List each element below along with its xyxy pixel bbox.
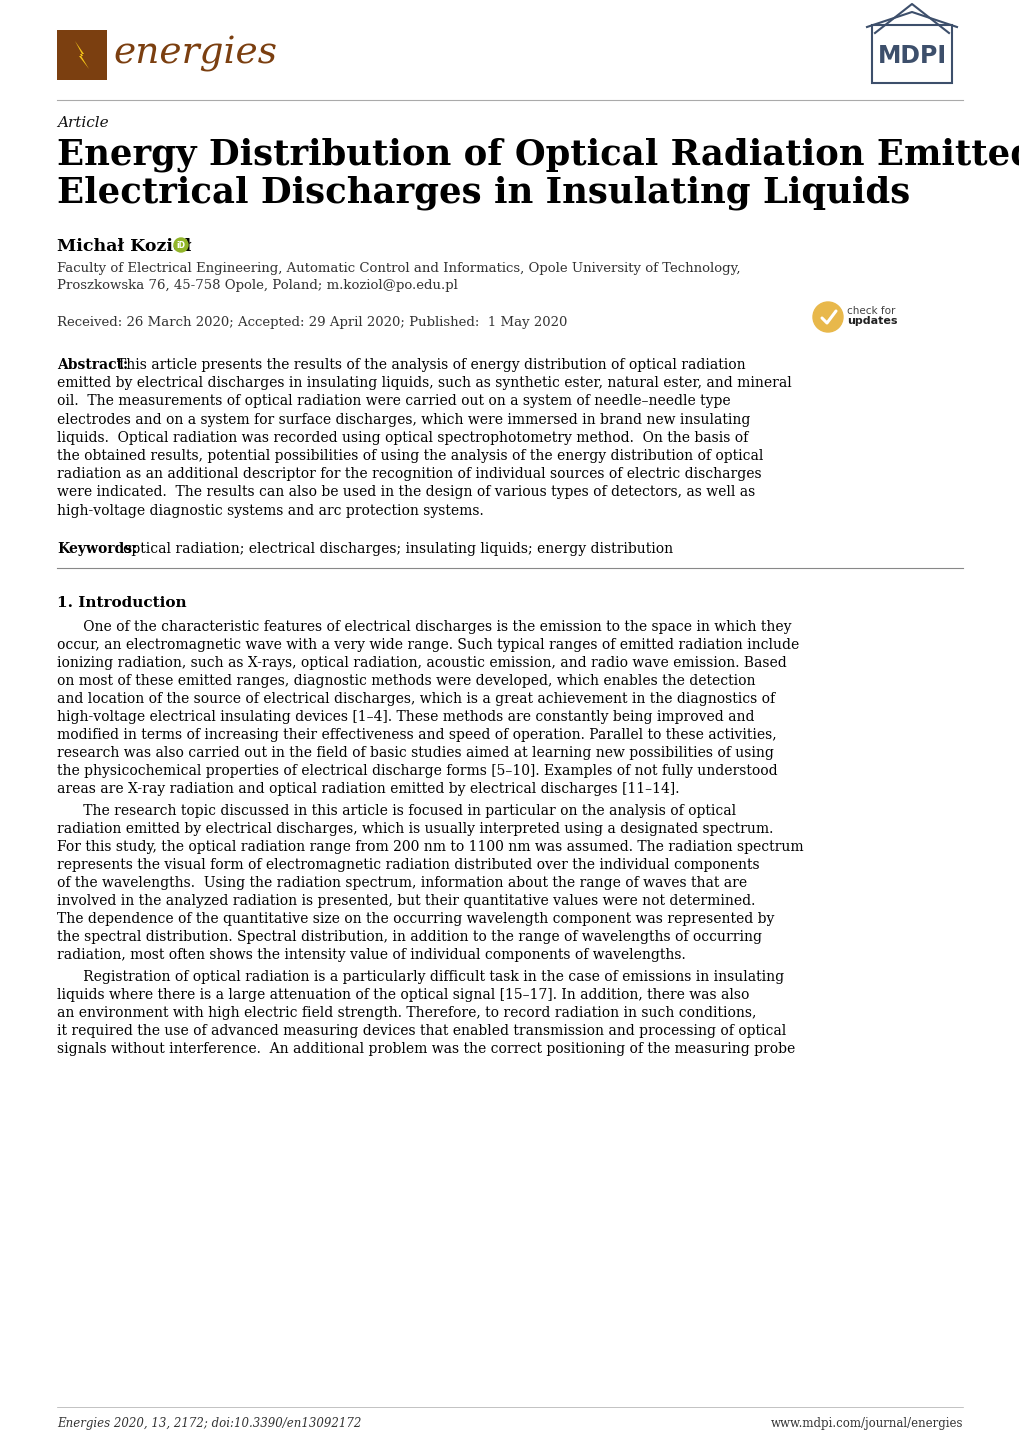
Text: iD: iD	[176, 241, 185, 249]
Text: One of the characteristic features of electrical discharges is the emission to t: One of the characteristic features of el…	[57, 620, 791, 634]
Text: and location of the source of electrical discharges, which is a great achievemen: and location of the source of electrical…	[57, 692, 774, 705]
Text: emitted by electrical discharges in insulating liquids, such as synthetic ester,: emitted by electrical discharges in insu…	[57, 376, 791, 391]
Text: signals without interference.  An additional problem was the correct positioning: signals without interference. An additio…	[57, 1041, 795, 1056]
Text: an environment with high electric field strength. Therefore, to record radiation: an environment with high electric field …	[57, 1007, 756, 1019]
Text: Electrical Discharges in Insulating Liquids: Electrical Discharges in Insulating Liqu…	[57, 176, 909, 211]
Text: Proszkowska 76, 45-758 Opole, Poland; m.koziol@po.edu.pl: Proszkowska 76, 45-758 Opole, Poland; m.…	[57, 278, 458, 291]
Text: ionizing radiation, such as X-rays, optical radiation, acoustic emission, and ra: ionizing radiation, such as X-rays, opti…	[57, 656, 786, 669]
Text: radiation, most often shows the intensity value of individual components of wave: radiation, most often shows the intensit…	[57, 947, 685, 962]
Text: radiation as an additional descriptor for the recognition of individual sources : radiation as an additional descriptor fo…	[57, 467, 761, 482]
Text: occur, an electromagnetic wave with a very wide range. Such typical ranges of em: occur, an electromagnetic wave with a ve…	[57, 637, 799, 652]
Text: check for: check for	[846, 306, 895, 316]
Text: areas are X-ray radiation and optical radiation emitted by electrical discharges: areas are X-ray radiation and optical ra…	[57, 782, 679, 796]
FancyBboxPatch shape	[57, 30, 107, 79]
Text: Energy Distribution of Optical Radiation Emitted by: Energy Distribution of Optical Radiation…	[57, 138, 1019, 173]
Circle shape	[812, 301, 842, 332]
Text: The research topic discussed in this article is focused in particular on the ana: The research topic discussed in this art…	[57, 803, 736, 818]
Text: Michał Kozioł: Michał Kozioł	[57, 238, 192, 255]
Text: radiation emitted by electrical discharges, which is usually interpreted using a: radiation emitted by electrical discharg…	[57, 822, 772, 836]
Text: on most of these emitted ranges, diagnostic methods were developed, which enable: on most of these emitted ranges, diagnos…	[57, 673, 755, 688]
Text: of the wavelengths.  Using the radiation spectrum, information about the range o: of the wavelengths. Using the radiation …	[57, 875, 746, 890]
Text: The dependence of the quantitative size on the occurring wavelength component wa: The dependence of the quantitative size …	[57, 911, 773, 926]
Text: This article presents the results of the analysis of energy distribution of opti: This article presents the results of the…	[117, 358, 745, 372]
Text: www.mdpi.com/journal/energies: www.mdpi.com/journal/energies	[769, 1417, 962, 1430]
Text: the obtained results, potential possibilities of using the analysis of the energ: the obtained results, potential possibil…	[57, 448, 762, 463]
Text: Keywords:: Keywords:	[57, 542, 138, 555]
Text: Faculty of Electrical Engineering, Automatic Control and Informatics, Opole Univ: Faculty of Electrical Engineering, Autom…	[57, 262, 740, 275]
Circle shape	[174, 238, 187, 252]
Text: the spectral distribution. Spectral distribution, in addition to the range of wa: the spectral distribution. Spectral dist…	[57, 930, 761, 945]
Text: 1. Introduction: 1. Introduction	[57, 596, 186, 610]
Text: oil.  The measurements of optical radiation were carried out on a system of need: oil. The measurements of optical radiati…	[57, 395, 730, 408]
Text: research was also carried out in the field of basic studies aimed at learning ne: research was also carried out in the fie…	[57, 746, 773, 760]
Polygon shape	[75, 40, 89, 69]
Text: represents the visual form of electromagnetic radiation distributed over the ind: represents the visual form of electromag…	[57, 858, 759, 872]
Text: electrodes and on a system for surface discharges, which were immersed in brand : electrodes and on a system for surface d…	[57, 412, 750, 427]
Text: high-voltage electrical insulating devices [1–4]. These methods are constantly b: high-voltage electrical insulating devic…	[57, 709, 754, 724]
Text: optical radiation; electrical discharges; insulating liquids; energy distributio: optical radiation; electrical discharges…	[123, 542, 673, 555]
Text: updates: updates	[846, 316, 897, 326]
Text: were indicated.  The results can also be used in the design of various types of : were indicated. The results can also be …	[57, 486, 754, 499]
Text: modified in terms of increasing their effectiveness and speed of operation. Para: modified in terms of increasing their ef…	[57, 728, 775, 741]
Text: liquids where there is a large attenuation of the optical signal [15–17]. In add: liquids where there is a large attenuati…	[57, 988, 749, 1002]
Text: For this study, the optical radiation range from 200 nm to 1100 nm was assumed. : For this study, the optical radiation ra…	[57, 839, 803, 854]
Text: MDPI: MDPI	[876, 45, 946, 68]
Text: it required the use of advanced measuring devices that enabled transmission and : it required the use of advanced measurin…	[57, 1024, 786, 1038]
Text: liquids.  Optical radiation was recorded using optical spectrophotometry method.: liquids. Optical radiation was recorded …	[57, 431, 748, 444]
Text: Abstract:: Abstract:	[57, 358, 128, 372]
Text: Received: 26 March 2020; Accepted: 29 April 2020; Published:  1 May 2020: Received: 26 March 2020; Accepted: 29 Ap…	[57, 316, 567, 329]
Text: involved in the analyzed radiation is presented, but their quantitative values w: involved in the analyzed radiation is pr…	[57, 894, 755, 908]
Text: high-voltage diagnostic systems and arc protection systems.: high-voltage diagnostic systems and arc …	[57, 503, 483, 518]
Text: Energies 2020, 13, 2172; doi:10.3390/en13092172: Energies 2020, 13, 2172; doi:10.3390/en1…	[57, 1417, 361, 1430]
Text: energies: energies	[113, 36, 277, 72]
Text: Registration of optical radiation is a particularly difficult task in the case o: Registration of optical radiation is a p…	[57, 970, 784, 983]
Text: the physicochemical properties of electrical discharge forms [5–10]. Examples of: the physicochemical properties of electr…	[57, 764, 776, 777]
Text: Article: Article	[57, 115, 108, 130]
